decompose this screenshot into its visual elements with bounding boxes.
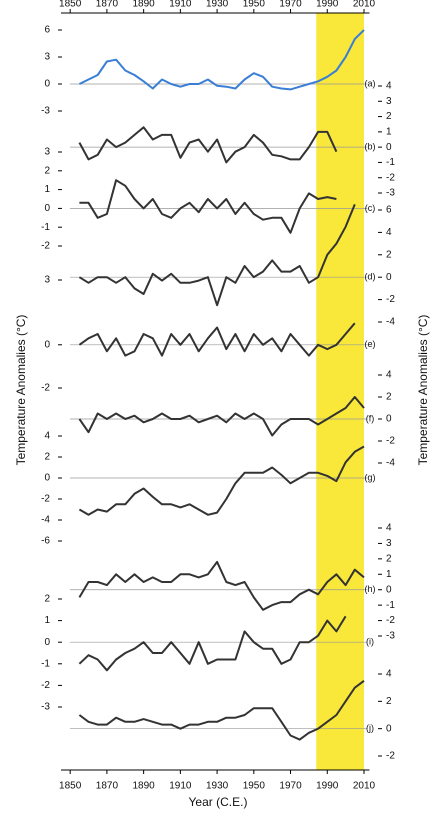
y-tick-label: 0 — [386, 142, 392, 153]
y-tick-label: 4 — [386, 669, 392, 680]
y-tick-label: 1 — [44, 615, 50, 626]
y-tick-label: 4 — [44, 431, 50, 442]
x-tick-label: 1950 — [243, 781, 266, 792]
x-tick-label: 1870 — [96, 781, 119, 792]
y-tick-label: 1 — [386, 126, 392, 137]
y-tick-label: 3 — [386, 96, 392, 107]
y-tick-label: 0 — [44, 339, 50, 350]
panel-label: (i) — [366, 637, 374, 647]
y2-axis-title: Temperature Anomalies (°C) — [416, 315, 430, 466]
x-tick-label-top: 1910 — [169, 0, 192, 10]
panel-label: (h) — [365, 584, 376, 594]
x-tick-label: 1890 — [133, 781, 156, 792]
y-tick-label: -3 — [386, 188, 395, 199]
panel-label: (g) — [365, 472, 376, 482]
highlight-band — [316, 13, 364, 770]
x-tick-label-top: 1870 — [96, 0, 119, 10]
series-line — [78, 29, 365, 91]
y-tick-label: 6 — [386, 205, 392, 216]
y-tick-label: 0 — [386, 723, 392, 734]
panel-label: (a) — [365, 78, 376, 88]
y-tick-label: 0 — [44, 637, 50, 648]
series-line — [78, 445, 365, 516]
y-tick-label: 3 — [44, 275, 50, 286]
series-line — [78, 560, 365, 611]
y-tick-label: 2 — [44, 452, 50, 463]
panel-label: (f) — [366, 413, 375, 423]
y-tick-label: -2 — [41, 494, 50, 505]
y-tick-label: -4 — [386, 458, 395, 469]
panel-label: (j) — [366, 723, 374, 733]
panel-label: (c) — [365, 203, 376, 213]
y-tick-label: 3 — [386, 538, 392, 549]
y-tick-label: -2 — [386, 172, 395, 183]
x-tick-label: 2010 — [353, 781, 376, 792]
y-tick-label: -2 — [41, 680, 50, 691]
y-tick-label: 0 — [44, 79, 50, 90]
y-tick-label: -2 — [386, 751, 395, 762]
y-tick-label: -2 — [386, 615, 395, 626]
series-line — [78, 204, 356, 307]
y-tick-label: -1 — [386, 600, 395, 611]
y-tick-label: -1 — [41, 222, 50, 233]
y-tick-label: 1 — [44, 184, 50, 195]
x-tick-label: 1910 — [169, 781, 192, 792]
panel-label: (e) — [365, 339, 376, 349]
series-line — [78, 680, 365, 741]
y-tick-label: 4 — [386, 523, 392, 534]
x-tick-label: 1930 — [206, 781, 229, 792]
y-axis-title: Temperature Anomalies (°C) — [14, 315, 28, 466]
y-tick-label: 2 — [44, 594, 50, 605]
y-tick-label: -3 — [41, 702, 50, 713]
y-tick-label: -2 — [41, 241, 50, 252]
series-line — [78, 126, 338, 164]
series-line — [78, 322, 356, 357]
y-tick-label: 0 — [44, 473, 50, 484]
series-line — [79, 179, 337, 234]
y-tick-label: -1 — [41, 658, 50, 669]
y-tick-label: -1 — [386, 157, 395, 168]
y-tick-label: -4 — [386, 317, 395, 328]
y-tick-label: 2 — [386, 392, 392, 403]
y-tick-label: 0 — [386, 272, 392, 283]
y-tick-label: 0 — [386, 414, 392, 425]
series-line — [78, 396, 365, 437]
y-tick-label: 1 — [386, 569, 392, 580]
x-tick-label-top: 1850 — [59, 0, 82, 10]
x-tick-label-top: 1990 — [316, 0, 339, 10]
y-tick-label: 4 — [386, 81, 392, 92]
y-tick-label: 2 — [386, 696, 392, 707]
y-tick-label: -3 — [41, 106, 50, 117]
y-tick-label: 3 — [44, 147, 50, 158]
x-tick-label-top: 1950 — [243, 0, 266, 10]
y-tick-label: -2 — [386, 436, 395, 447]
y-tick-label: 4 — [386, 227, 392, 238]
x-tick-label: 1990 — [316, 781, 339, 792]
y-tick-label: -2 — [41, 383, 50, 394]
y-tick-label: 4 — [386, 370, 392, 381]
x-tick-label-top: 2010 — [353, 0, 376, 10]
y-tick-label: 0 — [44, 203, 50, 214]
panel-label: (d) — [365, 272, 376, 282]
y-tick-label: 3 — [44, 52, 50, 63]
y-tick-label: 2 — [386, 553, 392, 564]
y-tick-label: 2 — [386, 111, 392, 122]
x-tick-label-top: 1970 — [279, 0, 302, 10]
y-tick-label: -6 — [41, 536, 50, 547]
y-tick-label: 6 — [44, 25, 50, 36]
y-tick-label: -3 — [386, 631, 395, 642]
x-tick-label: 1850 — [59, 781, 82, 792]
y-tick-label: 2 — [386, 249, 392, 260]
panel-label: (b) — [365, 142, 376, 152]
y-tick-label: 0 — [386, 584, 392, 595]
y-tick-label: 2 — [44, 165, 50, 176]
x-tick-label-top: 1930 — [206, 0, 229, 10]
x-axis-title: Year (C.E.) — [189, 795, 248, 809]
series-line — [78, 615, 347, 672]
y-tick-label: -4 — [41, 515, 50, 526]
x-tick-label: 1970 — [279, 781, 302, 792]
y-tick-label: -2 — [386, 294, 395, 305]
x-tick-label-top: 1890 — [133, 0, 156, 10]
